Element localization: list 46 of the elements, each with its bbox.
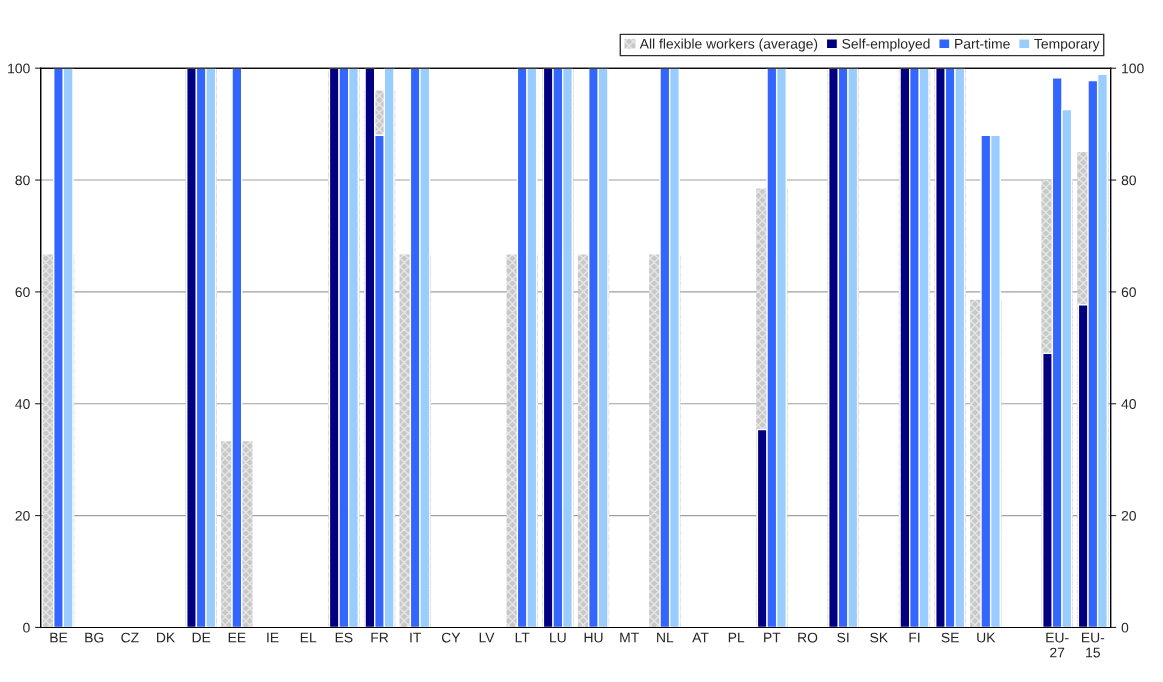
- y-tick-label: 0: [23, 622, 30, 633]
- x-tick-label: NL: [657, 632, 674, 643]
- x-tick-label: EE: [228, 632, 246, 643]
- x-tick-label: DK: [157, 632, 176, 643]
- y2-tick-label: 100: [1122, 63, 1144, 74]
- x-tick-label: AT: [692, 632, 709, 643]
- x-tick-label: PL: [728, 632, 745, 643]
- bar: [231, 68, 243, 628]
- x-tick-label: ES: [335, 632, 353, 643]
- x-tick-label: EL: [300, 632, 317, 643]
- x-tick-label: LT: [515, 632, 530, 643]
- x-tick-label: SE: [941, 632, 959, 643]
- y2-tick-label: 0: [1121, 622, 1129, 633]
- x-tick-label: EU- 15: [1082, 632, 1105, 658]
- y-tick-label: 20: [15, 510, 30, 521]
- x-tick-label: BG: [85, 632, 104, 643]
- x-tick-label: PT: [764, 632, 781, 643]
- x-tick-label: CZ: [121, 632, 139, 643]
- legend-label: All flexible workers (average): [639, 38, 818, 52]
- x-tick-label: SI: [837, 632, 849, 643]
- y-tick-label: 80: [15, 175, 30, 186]
- legend-label: Self-employed: [842, 38, 930, 52]
- legend-label: Part-time: [955, 38, 1010, 49]
- x-tick-label: EU- 27: [1046, 632, 1069, 658]
- y-tick-label: 40: [15, 399, 30, 409]
- x-tick-label: FI: [909, 632, 920, 643]
- x-tick-label: UK: [977, 632, 996, 643]
- x-tick-label: DE: [192, 632, 211, 643]
- x-tick-label: LV: [479, 632, 495, 643]
- x-tick-label: RO: [798, 632, 818, 643]
- x-tick-label: SK: [870, 632, 888, 643]
- x-tick-label: LU: [550, 632, 566, 643]
- x-tick-label: FR: [371, 632, 389, 643]
- y-tick-label: 60: [15, 287, 30, 298]
- x-tick-label: HU: [584, 632, 603, 643]
- y2-tick-label: 80: [1121, 175, 1136, 186]
- y2-tick-label: 40: [1121, 399, 1136, 409]
- x-tick-label: MT: [620, 632, 639, 643]
- y2-tick-label: 20: [1121, 510, 1136, 521]
- x-tick-label: CY: [441, 632, 461, 643]
- y2-tick-label: 60: [1121, 287, 1136, 298]
- x-tick-label: IE: [267, 632, 279, 643]
- x-tick-label: BE: [50, 632, 68, 643]
- legend-label: Temporary: [1034, 39, 1100, 52]
- y-tick-label: 100: [8, 63, 30, 74]
- x-tick-label: IT: [410, 632, 422, 643]
